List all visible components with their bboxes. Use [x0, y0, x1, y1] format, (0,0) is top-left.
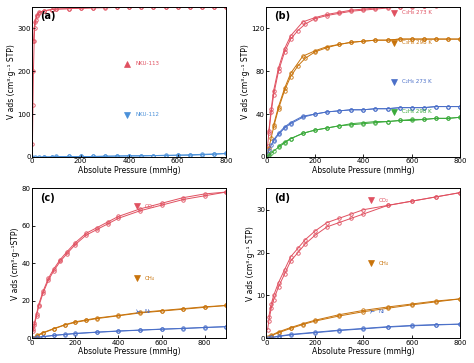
Text: (a): (a): [40, 12, 55, 21]
Y-axis label: V ads (cm³·g⁻¹ STP): V ads (cm³·g⁻¹ STP): [7, 45, 16, 119]
Text: CO₂: CO₂: [379, 198, 389, 203]
Y-axis label: V ads (cm³·g⁻¹STP): V ads (cm³·g⁻¹STP): [11, 227, 20, 299]
Y-axis label: V ads (cm³·g⁻¹ STP): V ads (cm³·g⁻¹ STP): [241, 45, 250, 119]
Y-axis label: V ads (cm³·g⁻¹ STP): V ads (cm³·g⁻¹ STP): [246, 226, 255, 301]
X-axis label: Absolute Pressure (mmHg): Absolute Pressure (mmHg): [312, 166, 415, 175]
Text: CH₄: CH₄: [145, 276, 155, 281]
X-axis label: Absolute Pressure (mmHg): Absolute Pressure (mmHg): [78, 347, 181, 356]
Text: C₃H₈ 273 K: C₃H₈ 273 K: [402, 11, 432, 16]
Text: (d): (d): [274, 193, 290, 203]
Text: C₃H₈ 298 K: C₃H₈ 298 K: [402, 40, 432, 45]
X-axis label: Absolute Pressure (mmHg): Absolute Pressure (mmHg): [78, 166, 181, 175]
X-axis label: Absolute Pressure (mmHg): Absolute Pressure (mmHg): [312, 347, 415, 356]
Text: (c): (c): [40, 193, 55, 203]
Text: C₂H₆ 273 K: C₂H₆ 273 K: [402, 79, 432, 85]
Text: NKU-112: NKU-112: [135, 113, 159, 117]
Text: NKU-113: NKU-113: [135, 61, 159, 66]
Text: (b): (b): [274, 12, 290, 21]
Text: CH₄: CH₄: [379, 261, 389, 266]
Text: N₂: N₂: [145, 309, 151, 314]
Text: N₂: N₂: [379, 309, 385, 314]
Text: C₂H₆ 298 K: C₂H₆ 298 K: [402, 109, 432, 114]
Text: CO₂: CO₂: [145, 204, 155, 209]
